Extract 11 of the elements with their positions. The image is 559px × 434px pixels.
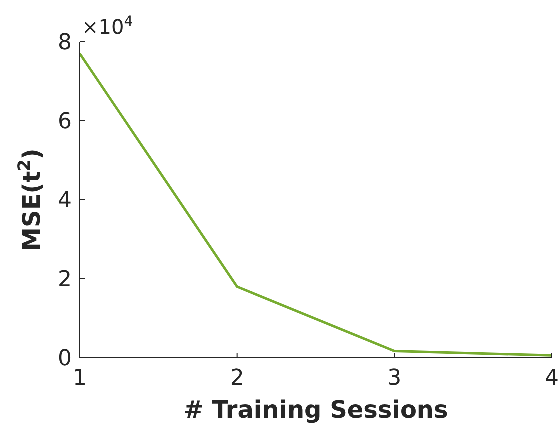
y-tick-label: 2: [58, 268, 72, 293]
y-tick-label: 4: [58, 188, 72, 214]
y-tick-label: 6: [58, 110, 72, 135]
x-axis-title: # Training Sessions: [184, 396, 448, 424]
y-tick-label: 8: [58, 30, 72, 56]
x-tick-label: 2: [230, 366, 244, 391]
x-tick-label: 4: [545, 366, 559, 391]
y-tick-label: 0: [58, 346, 72, 372]
x-tick-label: 3: [388, 366, 402, 391]
text: ×10$^{4}$: [82, 14, 134, 39]
x-tick-label: 1: [73, 366, 87, 391]
